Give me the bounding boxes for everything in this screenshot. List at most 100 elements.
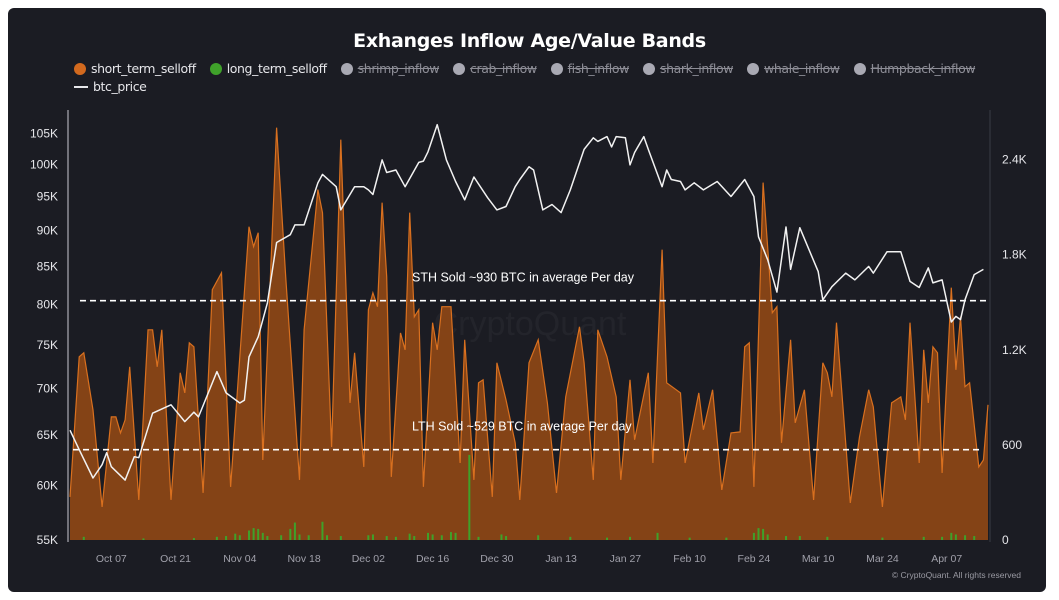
long-term-selloff-bar	[454, 532, 457, 540]
legend-btc-price[interactable]: btc_price	[74, 79, 147, 94]
circle-icon	[642, 62, 655, 75]
long-term-selloff-bar	[234, 533, 237, 540]
long-term-selloff-bar	[142, 538, 145, 540]
circle-icon	[853, 62, 866, 75]
legend-short-term-selloff[interactable]: short_term_selloff	[74, 61, 196, 76]
legend-shark-inflow[interactable]: shark_inflow	[642, 61, 733, 76]
long-term-selloff-bar	[307, 535, 310, 540]
long-term-selloff-bar	[688, 537, 691, 540]
long-term-selloff-bar	[385, 536, 388, 540]
long-term-selloff-bar	[468, 454, 471, 540]
x-axis-tick-label: Feb 10	[673, 553, 706, 565]
left-axis-tick-label: 65K	[37, 428, 58, 442]
long-term-selloff-bar	[973, 536, 976, 540]
chart-title: Exhanges Inflow Age/Value Bands	[353, 30, 706, 52]
long-term-selloff-bar	[628, 536, 631, 540]
left-axis-tick-label: 70K	[37, 381, 58, 395]
left-axis-tick-label: 90K	[37, 223, 58, 237]
long-term-selloff-bar	[298, 534, 301, 540]
long-term-selloff-bar	[757, 528, 760, 540]
legend-row-2: btc_price	[74, 79, 147, 94]
x-axis-tick-label: Nov 04	[223, 553, 256, 565]
long-term-selloff-bar	[656, 532, 659, 540]
long-term-selloff-bar	[537, 535, 540, 540]
long-term-selloff-bar	[964, 535, 967, 540]
long-term-selloff-bar	[440, 535, 443, 540]
circle-icon	[747, 62, 760, 75]
circle-icon	[340, 62, 353, 75]
long-term-selloff-bar	[500, 534, 503, 540]
long-term-selloff-bar	[280, 535, 283, 540]
long-term-selloff-bar	[762, 528, 765, 540]
long-term-selloff-bar	[413, 536, 416, 540]
legend-humpback-inflow[interactable]: Humpback_inflow	[853, 61, 976, 76]
long-term-selloff-bar	[427, 532, 430, 540]
legend-fish-inflow[interactable]: fish_inflow	[550, 61, 629, 76]
circle-icon	[74, 62, 86, 75]
long-term-selloff-bar	[225, 536, 228, 540]
long-term-selloff-bar	[257, 528, 260, 540]
x-axis-tick-label: Dec 16	[416, 553, 449, 565]
right-axis-tick-label: 1.2K	[1002, 343, 1027, 357]
legend-crab-inflow[interactable]: crab_inflow	[453, 61, 537, 76]
long-term-selloff-bar	[238, 535, 241, 540]
long-term-selloff-bar	[922, 536, 925, 540]
long-term-selloff-bar	[326, 535, 329, 540]
long-term-selloff-bar	[192, 538, 195, 540]
long-term-selloff-bar	[477, 536, 480, 540]
long-term-selloff-bar	[505, 536, 508, 540]
right-axis-tick-label: 600	[1002, 438, 1022, 452]
long-term-selloff-bar	[371, 534, 374, 540]
x-axis-tick-label: Apr 07	[931, 553, 962, 565]
long-term-selloff-bar	[248, 530, 251, 540]
long-term-selloff-bar	[449, 532, 452, 540]
long-term-selloff-bar	[569, 536, 572, 540]
x-axis-tick-label: Dec 02	[352, 553, 385, 565]
x-axis-tick-label: Jan 27	[610, 553, 642, 565]
x-axis-tick-label: Nov 18	[287, 553, 320, 565]
x-axis-tick-label: Oct 21	[160, 553, 191, 565]
legend-long-term-selloff[interactable]: long_term_selloff	[209, 61, 327, 76]
left-axis-tick-label: 55K	[37, 533, 58, 547]
long-term-selloff-bar	[785, 536, 788, 540]
circle-icon	[550, 62, 563, 75]
long-term-selloff-bar	[394, 536, 397, 540]
copyright: © CryptoQuant. All rights reserved	[891, 570, 1021, 580]
left-axis-tick-label: 75K	[37, 338, 58, 352]
left-axis-tick-label: 85K	[37, 259, 58, 273]
long-term-selloff-bar	[606, 537, 609, 540]
long-term-selloff-bar	[215, 536, 218, 540]
long-term-selloff-bar	[752, 532, 755, 540]
short-term-selloff-line	[69, 127, 989, 508]
long-term-selloff-bar	[431, 534, 434, 540]
x-axis-tick-label: Mar 24	[866, 553, 899, 565]
left-axis-tick-label: 95K	[37, 190, 58, 204]
long-term-selloff-bar	[266, 536, 269, 540]
legend-whale-inflow[interactable]: whale_inflow	[747, 61, 840, 76]
x-axis-tick-label: Mar 10	[802, 553, 835, 565]
right-axis-tick-label: 0	[1002, 533, 1009, 547]
x-axis-tick-label: Feb 24	[738, 553, 771, 565]
long-term-selloff-bar	[261, 532, 264, 540]
long-term-selloff-bar	[293, 522, 296, 540]
circle-icon	[209, 62, 222, 75]
right-axis-tick-label: 2.4K	[1002, 153, 1027, 167]
long-term-selloff-bar	[725, 537, 728, 540]
long-term-selloff-bar	[321, 521, 324, 540]
long-term-selloff-bar	[289, 528, 292, 540]
left-axis-tick-label: 60K	[37, 478, 58, 492]
right-axis-tick-label: 1.8K	[1002, 248, 1027, 262]
long-term-selloff-bar	[881, 537, 884, 540]
long-term-selloff-bar	[954, 534, 957, 540]
watermark: CryptoQuant	[434, 305, 627, 343]
long-term-selloff-bar	[252, 528, 255, 540]
annotation-text: LTH Sold ~529 BTC in average Per day	[412, 420, 632, 434]
long-term-selloff-bar	[798, 536, 801, 540]
legend-shrimp-inflow[interactable]: shrimp_inflow	[340, 61, 439, 76]
long-term-selloff-bar	[82, 536, 85, 540]
left-axis-tick-label: 100K	[30, 157, 58, 171]
long-term-selloff-bar	[826, 536, 829, 540]
annotation-text: STH Sold ~930 BTC in average Per day	[412, 271, 635, 285]
short-term-selloff-area	[70, 127, 988, 540]
